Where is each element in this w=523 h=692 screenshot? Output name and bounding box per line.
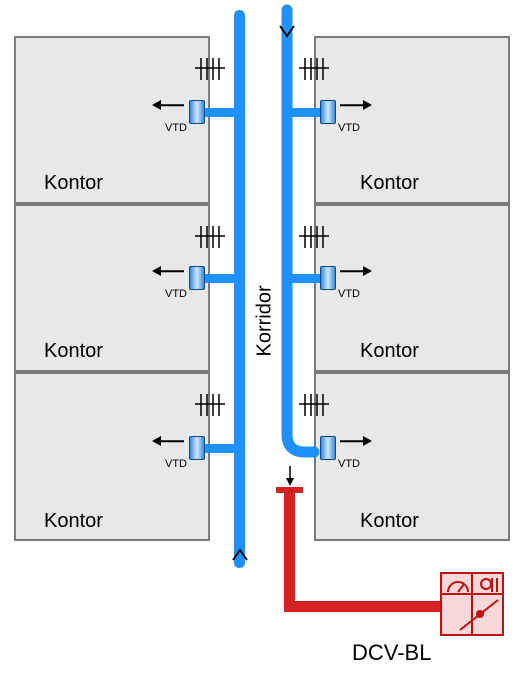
room-label-l3: Kontor — [44, 510, 103, 533]
room-label-r3: Kontor — [360, 510, 419, 533]
corridor-label: Korridor — [254, 287, 277, 357]
vtd-label-l1: VTD — [165, 122, 187, 134]
flow-arrow-l3 — [152, 436, 184, 446]
vtd-l3 — [189, 436, 205, 460]
flow-arrow-r2 — [340, 266, 372, 276]
vtd-r1 — [320, 100, 336, 124]
room-label-r2: Kontor — [360, 340, 419, 363]
supply-trunk-left — [234, 10, 245, 568]
extract-trunk — [284, 490, 295, 612]
hvac-diagram: Kontor Kontor Kontor Kontor Kontor Konto… — [0, 0, 523, 692]
vtd-l2 — [189, 266, 205, 290]
vtd-l1 — [189, 100, 205, 124]
vtd-label-r1: VTD — [338, 122, 360, 134]
vtd-r2 — [320, 266, 336, 290]
flow-arrow-l1 — [152, 100, 184, 110]
vtd-label-l3: VTD — [165, 458, 187, 470]
room-label-r1: Kontor — [360, 172, 419, 195]
vtd-label-r2: VTD — [338, 288, 360, 300]
dcv-label: DCV-BL — [352, 640, 431, 666]
room-label-l1: Kontor — [44, 172, 103, 195]
vtd-r3 — [320, 436, 336, 460]
vtd-label-l2: VTD — [165, 288, 187, 300]
flow-arrow-r1 — [340, 100, 372, 110]
vtd-label-r3: VTD — [338, 458, 360, 470]
flow-arrow-l2 — [152, 266, 184, 276]
extract-cap — [276, 487, 303, 493]
extract-horizontal — [284, 601, 442, 612]
room-label-l2: Kontor — [44, 340, 103, 363]
flow-arrow-r3 — [340, 436, 372, 446]
dcv-device — [440, 572, 504, 636]
